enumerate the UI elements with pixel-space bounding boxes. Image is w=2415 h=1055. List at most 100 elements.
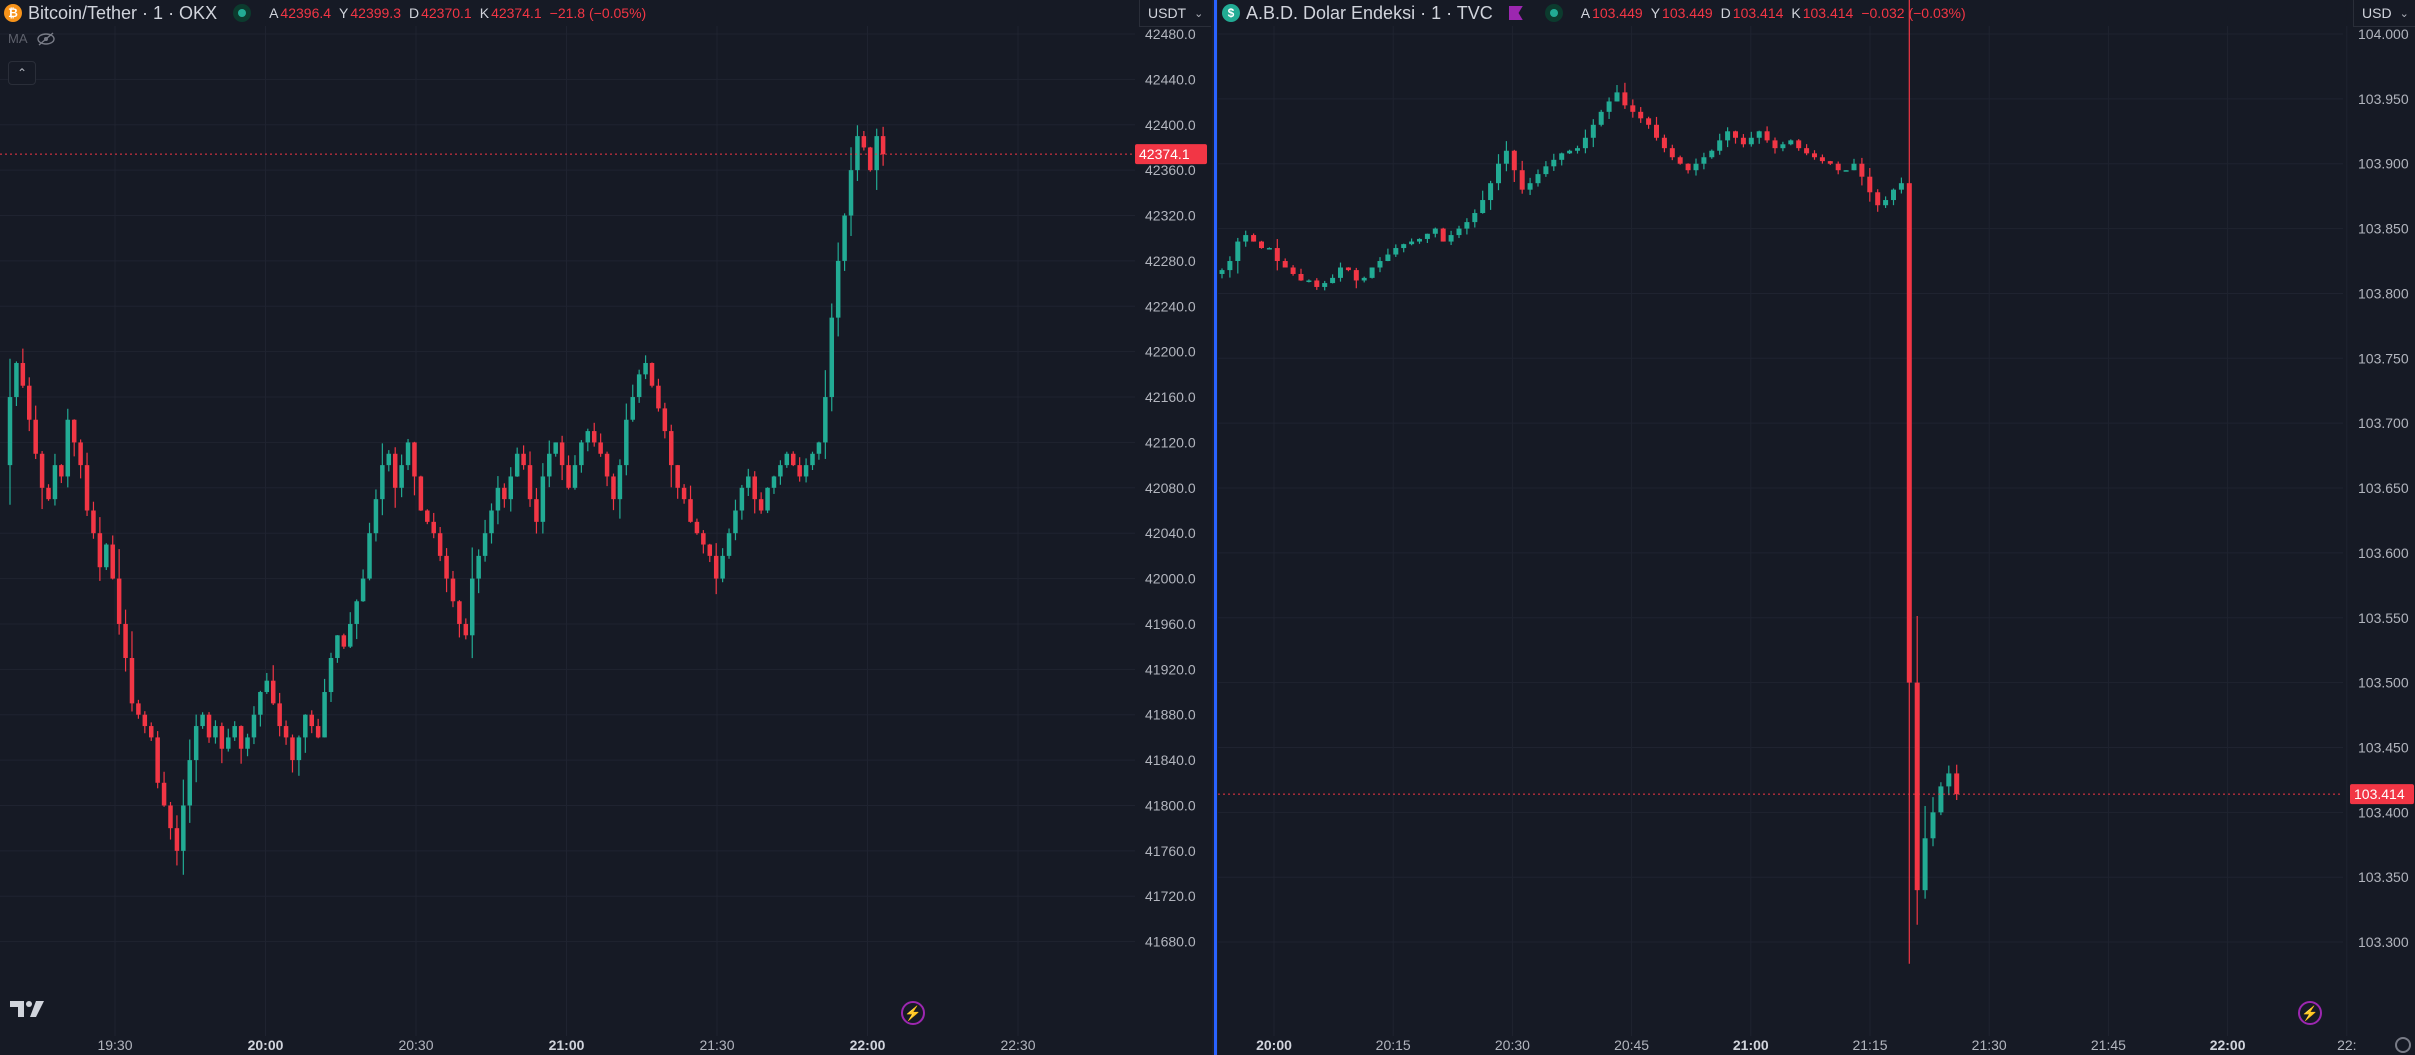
candle-body[interactable] xyxy=(1606,101,1612,112)
candle-body[interactable] xyxy=(1780,144,1786,149)
candle-body[interactable] xyxy=(59,465,64,477)
candle-body[interactable] xyxy=(1575,148,1580,151)
candle-body[interactable] xyxy=(1685,163,1691,171)
right-chart-pane[interactable]: 104.000 103.950 103.900 103.850 103.800 103.7… xyxy=(1218,0,2415,1055)
candle-body[interactable] xyxy=(835,260,841,318)
candle-body[interactable] xyxy=(296,737,302,761)
candle-body[interactable] xyxy=(277,703,282,727)
candle-body[interactable] xyxy=(1764,131,1770,141)
candle-body[interactable] xyxy=(579,442,584,466)
candle-body[interactable] xyxy=(1661,137,1667,149)
candle-body[interactable] xyxy=(829,317,835,398)
candle-body[interactable] xyxy=(1669,148,1675,158)
candle-body[interactable] xyxy=(1551,159,1557,167)
candle-body[interactable] xyxy=(386,453,392,466)
candle-body[interactable] xyxy=(656,385,661,409)
candle-body[interactable] xyxy=(315,726,321,738)
candle-body[interactable] xyxy=(1914,682,1920,891)
candle-body[interactable] xyxy=(1827,161,1833,164)
candle-body[interactable] xyxy=(1266,248,1272,250)
candle-body[interactable] xyxy=(739,487,745,511)
candle-body[interactable] xyxy=(1709,150,1715,158)
candle-body[interactable] xyxy=(1401,244,1407,249)
candle-body[interactable] xyxy=(1535,174,1541,184)
candle-body[interactable] xyxy=(348,623,353,647)
candle-body[interactable] xyxy=(1772,140,1778,149)
candle-body[interactable] xyxy=(861,136,867,148)
candle-body[interactable] xyxy=(1472,213,1478,223)
candle-body[interactable] xyxy=(636,374,642,398)
candle-body[interactable] xyxy=(136,703,141,715)
candle-body[interactable] xyxy=(457,601,462,624)
candle-body[interactable] xyxy=(270,680,276,704)
candle-body[interactable] xyxy=(848,170,854,216)
candle-body[interactable] xyxy=(752,476,757,500)
candle-body[interactable] xyxy=(1756,131,1762,138)
candle-body[interactable] xyxy=(1835,163,1841,171)
candle-body[interactable] xyxy=(1464,222,1470,229)
candle-body[interactable] xyxy=(713,555,719,579)
candle-body[interactable] xyxy=(803,465,809,477)
candle-body[interactable] xyxy=(1543,166,1549,175)
candle-body[interactable] xyxy=(1796,140,1802,149)
candle-body[interactable] xyxy=(1369,267,1375,278)
candle-body[interactable] xyxy=(7,397,13,466)
candle-body[interactable] xyxy=(1432,228,1438,234)
candle-body[interactable] xyxy=(84,465,90,511)
candle-body[interactable] xyxy=(1243,235,1249,242)
candle-body[interactable] xyxy=(1361,277,1367,281)
candle-body[interactable] xyxy=(1875,192,1881,206)
candle-body[interactable] xyxy=(1385,254,1391,262)
candle-body[interactable] xyxy=(1330,277,1336,284)
candle-body[interactable] xyxy=(1235,241,1241,262)
candle-body[interactable] xyxy=(116,578,122,624)
candle-body[interactable] xyxy=(1314,280,1320,287)
candle-body[interactable] xyxy=(733,510,738,534)
right-symbol-title[interactable]: A.B.D. Dolar Endeksi · 1 · TVC xyxy=(1246,2,1493,23)
candle-body[interactable] xyxy=(1740,137,1746,145)
candle-body[interactable] xyxy=(1677,157,1683,164)
candle-body[interactable] xyxy=(1598,111,1604,125)
candle-body[interactable] xyxy=(707,544,713,556)
candle-body[interactable] xyxy=(598,442,603,454)
candle-body[interactable] xyxy=(1922,838,1928,891)
candle-body[interactable] xyxy=(585,431,591,443)
candle-body[interactable] xyxy=(110,544,115,579)
candle-body[interactable] xyxy=(765,487,770,511)
candle-body[interactable] xyxy=(1733,131,1738,138)
candle-body[interactable] xyxy=(1717,140,1723,151)
candle-body[interactable] xyxy=(1298,273,1304,281)
candle-body[interactable] xyxy=(1227,261,1233,271)
candle-body[interactable] xyxy=(1614,92,1620,102)
candle-body[interactable] xyxy=(1946,773,1952,787)
candle-body[interactable] xyxy=(27,385,32,420)
candle-body[interactable] xyxy=(1646,118,1652,125)
btc-usdt-chart[interactable]: 42480.0 42440.0 42400.0 42360.0 42320.0 42280… xyxy=(0,0,1212,1055)
candle-body[interactable] xyxy=(688,499,693,522)
candle-body[interactable] xyxy=(508,476,514,500)
candle-body[interactable] xyxy=(123,623,128,658)
candle-body[interactable] xyxy=(1519,170,1525,190)
candle-body[interactable] xyxy=(187,760,193,806)
candle-body[interactable] xyxy=(1409,241,1415,245)
left-lightning-icon[interactable]: ⚡ xyxy=(901,1001,925,1025)
candle-body[interactable] xyxy=(1812,153,1817,158)
candle-body[interactable] xyxy=(46,487,51,500)
candle-body[interactable] xyxy=(1938,786,1944,813)
candle-body[interactable] xyxy=(360,578,366,602)
tradingview-logo[interactable] xyxy=(10,999,46,1025)
candle-body[interactable] xyxy=(20,363,26,386)
candle-body[interactable] xyxy=(1456,228,1462,236)
candle-body[interactable] xyxy=(1290,267,1296,274)
candle-body[interactable] xyxy=(1693,163,1699,171)
candle-body[interactable] xyxy=(1353,270,1359,281)
candle-body[interactable] xyxy=(161,782,167,806)
candle-body[interactable] xyxy=(1496,163,1501,184)
candle-body[interactable] xyxy=(547,453,552,477)
candle-body[interactable] xyxy=(78,442,83,466)
candle-body[interactable] xyxy=(1590,124,1596,138)
candle-body[interactable] xyxy=(553,442,558,454)
candle-body[interactable] xyxy=(1345,267,1351,271)
candle-body[interactable] xyxy=(39,453,45,488)
candle-body[interactable] xyxy=(1898,183,1904,190)
